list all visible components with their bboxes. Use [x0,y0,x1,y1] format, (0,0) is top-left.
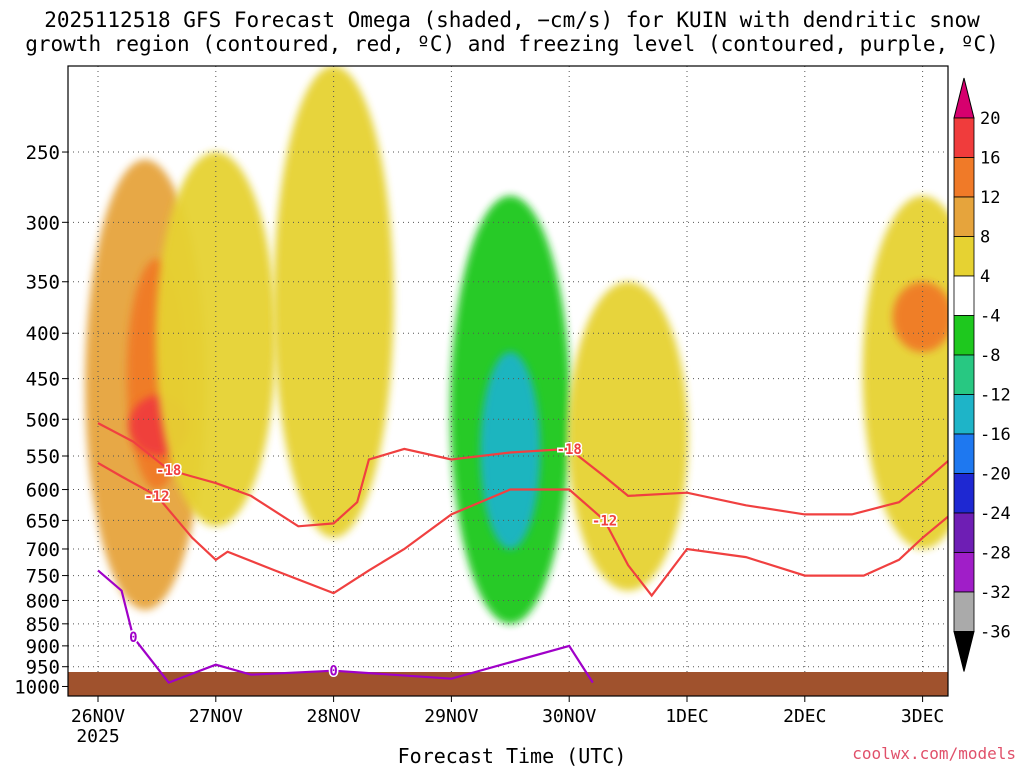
colorbar-label-13: -36 [980,623,1011,643]
colorbar-bottom-triangle [953,631,975,672]
y-tick-label-700: 700 [26,539,60,561]
colorbar-label-10: -24 [980,504,1011,524]
colorbar-label-3: 8 [980,228,990,248]
contour-label-0-0-0: -18 [156,463,181,479]
y-tick-label-950: 950 [26,657,60,679]
x-tick-label-28NOV: 28NOV [307,706,361,727]
colorbar-label-2: 12 [980,188,1000,208]
colorbar-top-triangle [953,77,975,119]
y-tick-label-350: 350 [26,272,60,294]
x-tick-label-26NOV: 26NOV [71,706,125,727]
colorbar-box-9 [953,433,975,474]
y-tick-label-1000: 1000 [14,676,60,698]
x-tick-label-27NOV: 27NOV [189,706,243,727]
omega-region-7 [568,281,689,591]
chart-title-line-2: growth region (contoured, red, ºC) and f… [25,32,999,56]
y-tick-label-600: 600 [26,480,60,502]
x-tick-label-1DEC: 1DEC [665,706,708,727]
x-year-label: 2025 [76,726,119,747]
omega-region-6 [480,352,541,549]
colorbar-box-11 [953,512,975,553]
colorbar-box-13 [953,591,975,632]
colorbar-box-2 [953,157,975,198]
colorbar-label-7: -12 [980,386,1011,406]
colorbar-label-11: -28 [980,544,1011,564]
omega-region-3 [155,152,276,527]
y-axis: 2503003504004505005506006507007508008509… [14,142,68,698]
colorbar-label-8: -16 [980,425,1011,445]
colorbar-label-0: 20 [980,109,1000,129]
y-tick-label-300: 300 [26,212,60,234]
y-tick-label-850: 850 [26,614,60,636]
y-tick-label-450: 450 [26,369,60,391]
x-axis: 26NOV 27NOV 28NOV 29NOV 30NOV 1DEC 2DEC 3DEC 202… [71,696,944,747]
y-tick-label-900: 900 [26,636,60,658]
omega-shading [85,66,948,624]
colorbar-box-4 [953,236,975,277]
y-tick-label-650: 650 [26,510,60,532]
x-tick-label-2DEC: 2DEC [783,706,826,727]
colorbar-box-5 [953,275,975,316]
colorbar-label-4: 4 [980,267,990,287]
y-tick-label-250: 250 [26,142,60,164]
site-credit[interactable]: coolwx.com/models [852,744,1016,763]
colorbar-box-7 [953,354,975,395]
y-tick-label-750: 750 [26,566,60,588]
contour-label-2-0-1: 0 [329,664,337,680]
contour-label-0-0-1: -18 [557,442,582,458]
omega-region-9 [892,281,948,353]
x-tick-label-30NOV: 30NOV [542,706,596,727]
colorbar-box-6 [953,315,975,356]
colorbar-box-10 [953,473,975,514]
x-tick-label-3DEC: 3DEC [901,706,944,727]
y-tick-label-400: 400 [26,323,60,345]
colorbar-label-1: 16 [980,149,1000,169]
contour-label-1-0-1: -12 [592,513,617,529]
colorbar-box-12 [953,552,975,593]
colorbar-label-6: -8 [980,346,1000,366]
contour-label-2-0-0: 0 [129,630,137,646]
contours: -18 -18 -12 -12 0 0 [97,422,948,684]
colorbar-box-8 [953,394,975,435]
ground-strip [68,672,948,696]
y-tick-label-800: 800 [26,590,60,612]
x-tick-label-29NOV: 29NOV [424,706,478,727]
colorbar-box-3 [953,196,975,237]
contour-line-0-0 [97,422,948,528]
chart-title-line-1: 2025112518 GFS Forecast Omega (shaded, −… [44,8,980,32]
contour-label-1-0-0: -12 [144,489,169,505]
contour-line-2-0 [97,569,594,684]
y-tick-label-550: 550 [26,446,60,468]
x-axis-label: Forecast Time (UTC) [397,744,627,768]
colorbar: 20 16 12 8 4 -4 -8 -12 -16 -20 -24 -28 -32 -36 [953,77,1011,672]
plot-frame [67,65,949,697]
contour-line-1-0 [97,461,948,598]
colorbar-label-12: -32 [980,583,1011,603]
y-tick-label-500: 500 [26,409,60,431]
colorbar-label-9: -20 [980,465,1011,485]
colorbar-box-1 [953,117,975,158]
colorbar-label-5: -4 [980,307,1000,327]
